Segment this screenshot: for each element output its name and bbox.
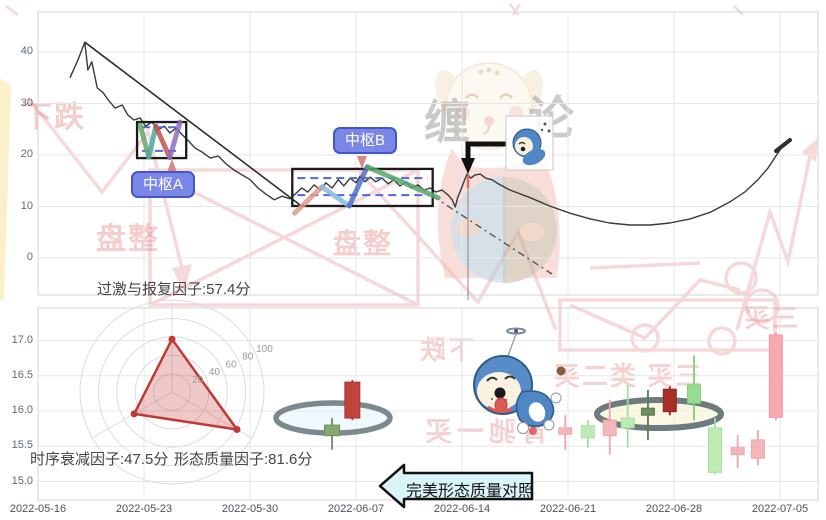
callout-label: 完美形态质量对照 — [406, 483, 535, 500]
red-schematic-watermark — [5, 3, 818, 356]
radar-factor-top-label: 过激与报复因子:57.4分 — [97, 281, 251, 298]
elbow-arrow — [461, 141, 507, 300]
radar-scale-label: 100 — [256, 344, 273, 355]
watermark-downtrend-top: 下跌 — [22, 101, 86, 134]
flying-dog-icon — [473, 327, 566, 435]
radar-factor-right-label: 形态质量因子:81.6分 — [174, 451, 313, 468]
radar-scale-label: 20 — [192, 375, 204, 386]
radar-scale-label: 40 — [209, 367, 221, 378]
radar-scale-label: 60 — [226, 359, 238, 370]
main-chart-plot-area[interactable] — [38, 12, 818, 295]
watermark-consolidation-1: 盘整 — [96, 223, 160, 256]
pivot-b-arrow-icon — [357, 156, 367, 169]
watermark-consolidation-2: 盘整 — [333, 228, 394, 259]
callout-arrow — [378, 463, 534, 509]
sleeping-dog-inset — [505, 115, 554, 171]
pivot-a-label: 中枢A — [131, 171, 196, 198]
detail-chart-plot-area[interactable] — [38, 308, 818, 500]
curve-end-tick — [774, 138, 792, 153]
radar-factor-left-label: 时序衰减因子:47.5分 — [30, 451, 169, 468]
yellow-band-decoration — [0, 78, 11, 300]
radar-scale-label: 80 — [242, 352, 254, 363]
pivot-a-arrow-icon — [167, 159, 177, 172]
pivot-b-label: 中枢B — [333, 127, 398, 154]
